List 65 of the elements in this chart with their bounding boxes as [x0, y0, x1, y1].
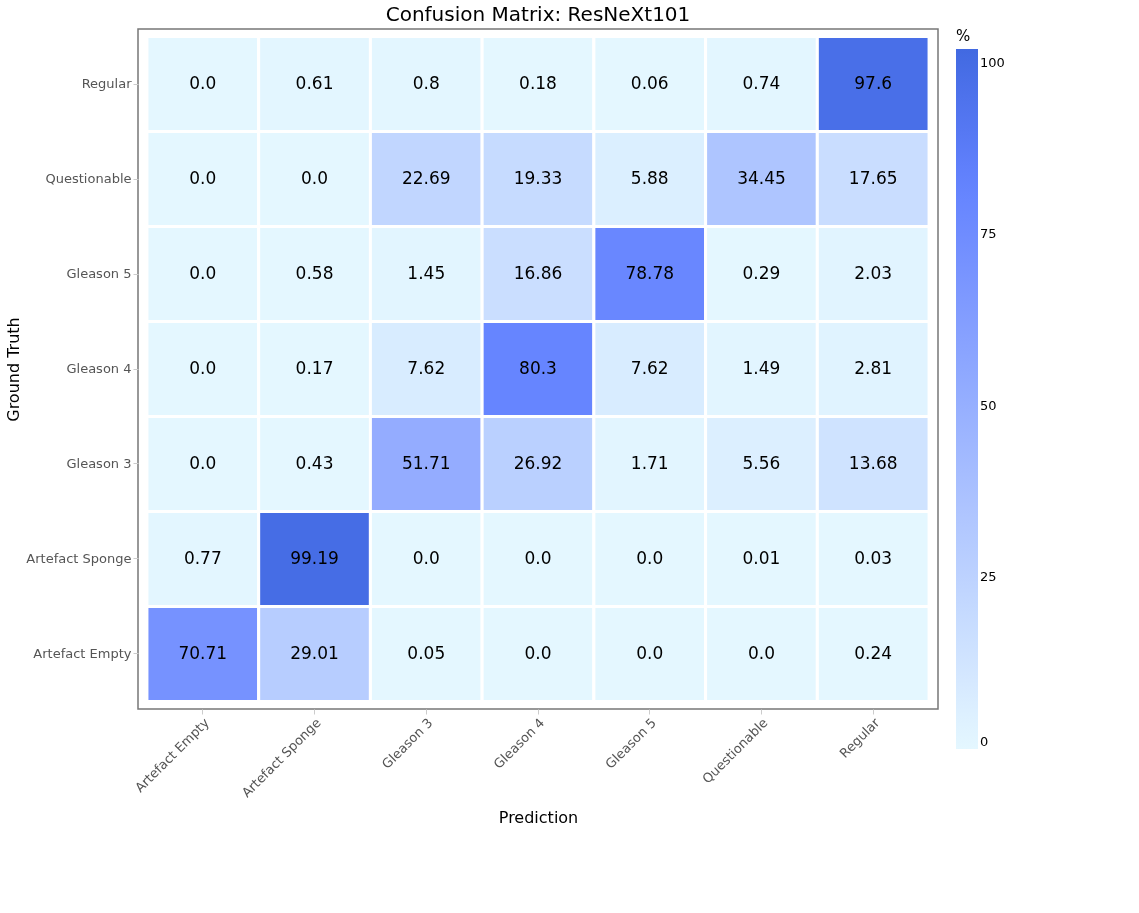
data-label: 0.74	[742, 73, 781, 94]
data-label: 0.58	[295, 263, 334, 284]
data-label: 0.0	[189, 452, 217, 473]
data-label: 1.71	[630, 452, 669, 473]
data-label: 51.71	[401, 452, 451, 473]
x-axis-title: Prediction	[498, 808, 579, 828]
data-label: 78.78	[625, 263, 675, 284]
color-bar-label: 25	[980, 569, 997, 585]
data-label: 0.05	[407, 642, 446, 663]
data-label: 0.03	[854, 547, 893, 568]
data-label: 7.62	[630, 358, 669, 378]
data-label: 1.49	[742, 358, 781, 378]
data-label: 2.81	[854, 358, 893, 378]
data-label: 7.62	[407, 358, 446, 378]
color-bar-title: %	[956, 27, 971, 45]
y-tick-label: Gleason 3	[66, 455, 132, 471]
data-label: 34.45	[737, 168, 786, 189]
data-label: 70.71	[178, 642, 228, 663]
data-label: 0.0	[189, 73, 217, 94]
data-label: 0.18	[519, 73, 557, 94]
data-label: 0.0	[189, 358, 217, 378]
data-label: 0.61	[295, 73, 334, 94]
color-bar-label: 0	[980, 734, 989, 749]
data-label: 2.03	[854, 263, 893, 284]
data-label: 1.45	[407, 263, 446, 284]
data-label: 0.06	[630, 73, 669, 94]
y-tick-label: Regular	[81, 76, 133, 92]
data-label: 26.92	[513, 452, 563, 473]
data-label: 0.43	[295, 452, 334, 473]
data-label: 0.0	[189, 168, 217, 189]
data-label: 29.01	[290, 642, 339, 663]
y-tick-label: Gleason 4	[66, 361, 132, 376]
data-label: 0.0	[747, 642, 775, 663]
data-label: 0.0	[301, 168, 329, 189]
data-label: 0.17	[295, 358, 334, 378]
chart-title: Confusion Matrix: ResNeXt101	[385, 2, 691, 26]
y-tick-label: Gleason 5	[66, 266, 132, 282]
data-label: 0.77	[183, 547, 222, 568]
data-label: 0.24	[854, 642, 893, 663]
data-label: 16.86	[513, 263, 563, 284]
y-tick-label: Questionable	[45, 171, 132, 187]
color-bar-label: 50	[980, 397, 997, 413]
data-label: 0.0	[524, 547, 552, 568]
color-bar-label: 100	[980, 54, 1005, 70]
data-label: 13.68	[848, 452, 898, 473]
y-tick-label: Artefact Empty	[33, 645, 132, 661]
y-tick-label: Artefact Sponge	[26, 550, 132, 566]
data-label: 22.69	[401, 168, 451, 189]
data-label: 97.6	[854, 73, 893, 94]
data-label: 0.0	[636, 642, 664, 663]
data-label: 0.0	[189, 263, 217, 284]
data-label: 5.88	[630, 168, 669, 189]
data-label: 0.0	[412, 547, 440, 568]
data-label: 0.0	[524, 642, 552, 663]
data-label: 0.29	[742, 263, 781, 284]
data-label: 0.8	[412, 73, 440, 94]
data-label: 5.56	[742, 452, 781, 473]
data-label: 0.0	[636, 547, 664, 568]
data-label: 80.3	[519, 358, 557, 378]
y-axis-title: Ground Truth	[4, 317, 24, 422]
data-label: 99.19	[290, 547, 339, 568]
color-bar-label: 75	[980, 226, 997, 242]
data-label: 19.33	[513, 168, 563, 189]
data-label: 17.65	[848, 168, 898, 189]
data-label: 0.01	[742, 547, 781, 568]
